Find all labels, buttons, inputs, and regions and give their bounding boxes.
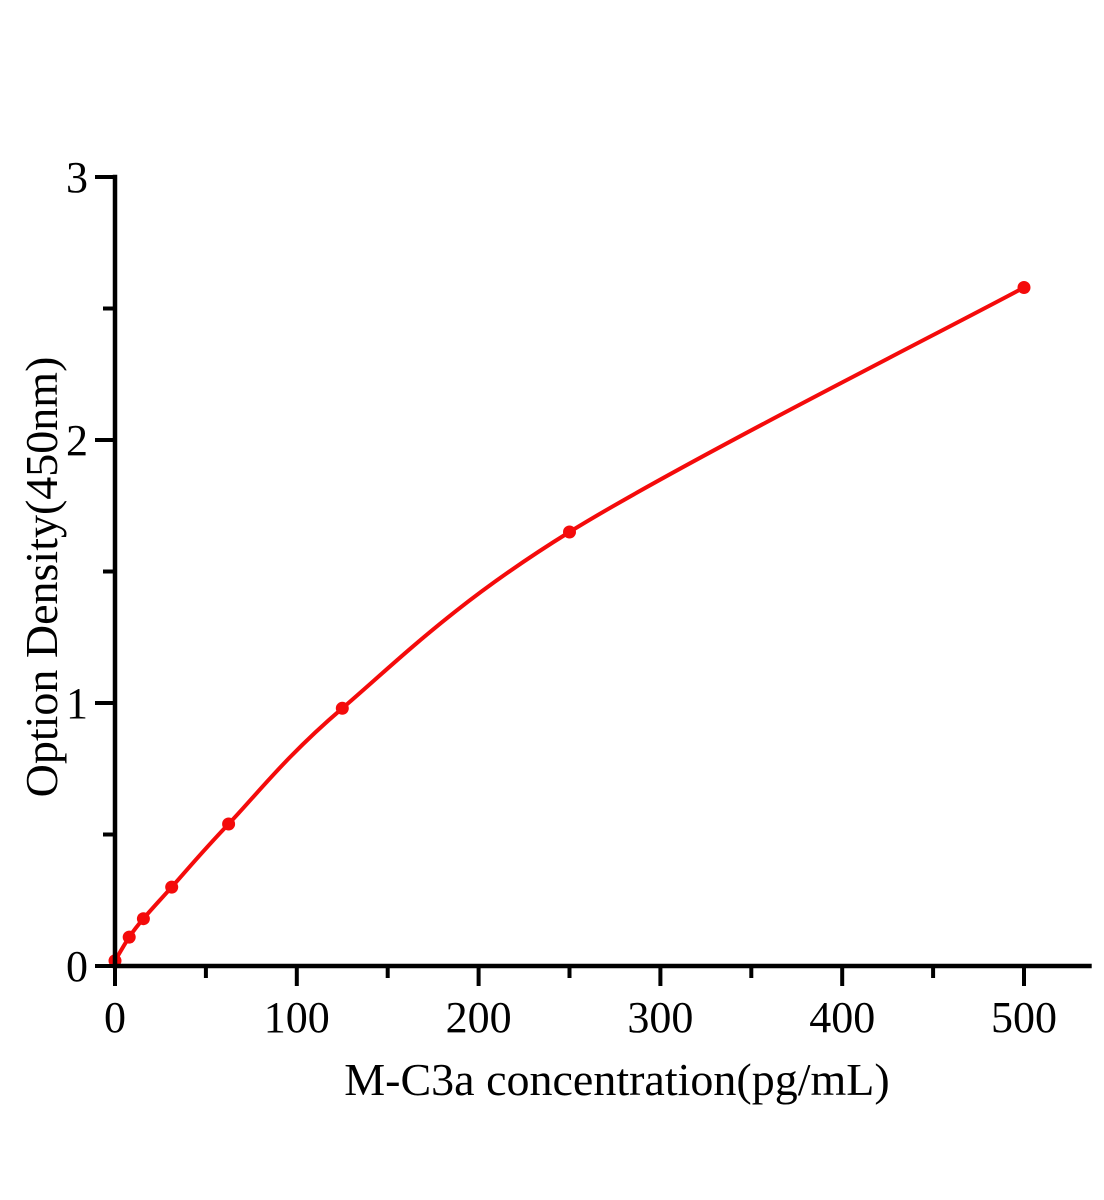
y-tick-label: 2 [66,416,88,465]
x-tick-label: 500 [991,993,1057,1042]
data-point-marker [1017,281,1031,294]
data-point-marker [122,930,136,944]
y-tick-label: 0 [66,942,88,991]
x-tick-label: 400 [809,993,875,1042]
x-tick-label: 300 [627,993,693,1042]
standard-curve-line [113,285,1025,962]
x-tick-label: 100 [264,993,330,1042]
y-tick-label: 3 [66,153,88,202]
data-point-marker [165,880,179,894]
x-axis-title: M-C3a concentration(pg/mL) [344,1054,890,1105]
y-axis-title: Option Density(450nm) [16,356,67,798]
data-point-marker [563,525,576,539]
data-point-marker [136,912,150,926]
data-point-marker [335,701,349,715]
y-tick-label: 1 [66,679,88,728]
x-tick-label: 200 [446,993,512,1042]
data-point-marker [222,817,236,831]
x-tick-label: 0 [104,993,126,1042]
